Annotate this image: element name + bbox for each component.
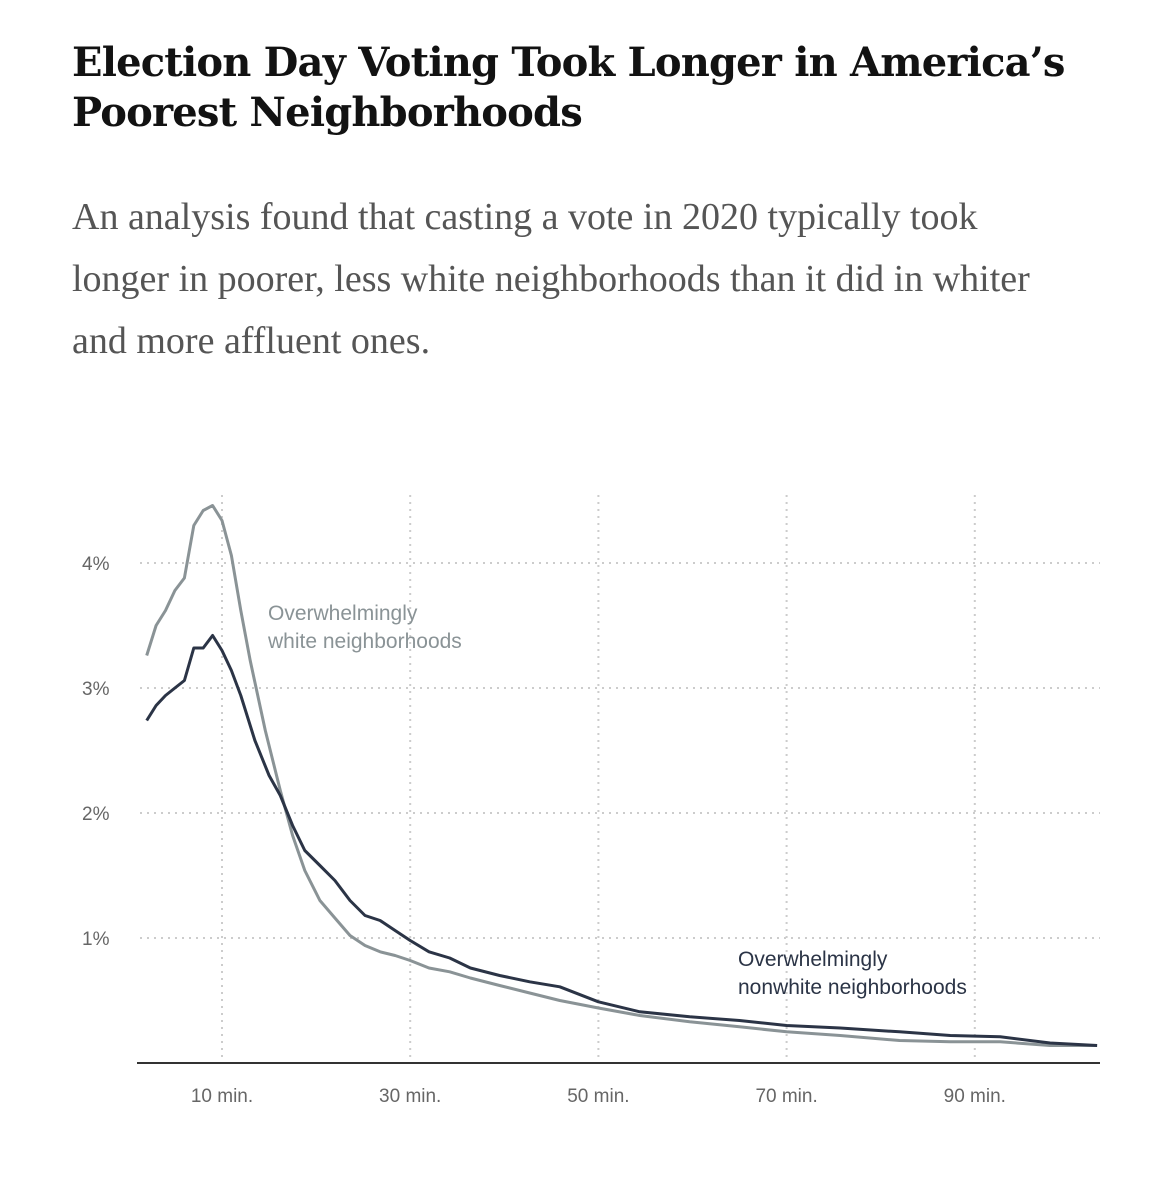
y-tick-label: 3% (82, 679, 110, 700)
series-label: nonwhite neighborhoods (738, 976, 967, 999)
series-label: Overwhelmingly (268, 602, 418, 625)
chart-subtitle: An analysis found that casting a vote in… (72, 196, 1030, 362)
series-label: Overwhelmingly (738, 948, 888, 971)
x-tick-label: 50 min. (567, 1086, 629, 1107)
series-label: white neighborhoods (267, 630, 462, 653)
y-tick-label: 2% (82, 804, 110, 825)
x-tick-label: 70 min. (755, 1086, 817, 1107)
x-tick-label: 30 min. (379, 1086, 441, 1107)
y-tick-label: 1% (82, 929, 110, 950)
x-tick-label: 10 min. (191, 1086, 253, 1107)
series-line-white (145, 504, 1098, 1047)
series-line-nonwhite (145, 634, 1098, 1047)
y-tick-label: 4% (82, 554, 110, 575)
x-tick-label: 90 min. (944, 1086, 1006, 1107)
chart-title: Election Day Voting Took Longer in Ameri… (72, 39, 1065, 136)
